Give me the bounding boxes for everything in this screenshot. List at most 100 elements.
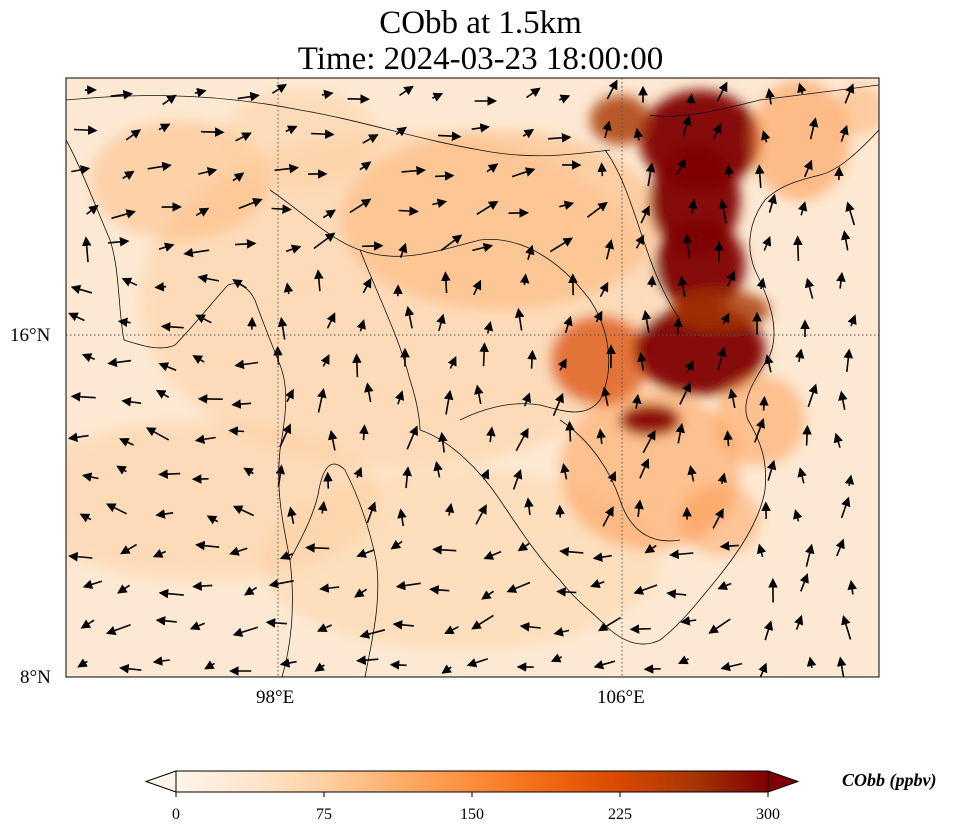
wind-arrow [472, 242, 494, 253]
wind-arrow [804, 277, 815, 299]
wind-arrow [633, 584, 658, 595]
wind-arrow [632, 393, 642, 409]
wind-arrow [797, 82, 807, 95]
wind-arrow [243, 586, 258, 596]
wind-arrow [444, 502, 455, 516]
concentration-patch [680, 485, 760, 555]
wind-arrow [642, 429, 656, 454]
wind-arrow [349, 198, 372, 214]
wind-arrow [763, 620, 774, 641]
wind-arrow [158, 123, 171, 133]
wind-arrow [556, 587, 577, 597]
wind-arrow [474, 384, 484, 405]
wind-arrow [429, 585, 450, 595]
wind-arrow [717, 581, 732, 590]
wind-arrow [390, 540, 403, 550]
wind-arrow [406, 425, 419, 450]
wind-arrow [395, 126, 408, 137]
wind-arrow [353, 466, 363, 478]
wind-arrow [799, 573, 809, 592]
wind-arrow [767, 193, 777, 213]
wind-arrow [397, 508, 407, 527]
wind-arrow [107, 357, 132, 368]
colorbar-tick-0: 0 [172, 806, 180, 823]
wind-arrow [558, 94, 571, 104]
wind-arrow [121, 277, 138, 287]
wind-arrow [404, 306, 415, 329]
wind-arrow [326, 312, 336, 329]
wind-arrow [673, 317, 683, 336]
wind-arrow [68, 551, 93, 562]
wind-arrow [120, 543, 138, 555]
wind-arrow [844, 83, 855, 104]
wind-arrow [557, 358, 567, 371]
wind-arrow [607, 470, 617, 482]
wind-arrow [483, 550, 502, 560]
wind-arrow [637, 351, 647, 371]
wind-arrow [81, 472, 99, 482]
wind-arrow [155, 509, 174, 519]
wind-arrow [836, 656, 847, 677]
wind-arrow [204, 660, 215, 670]
wind-arrow [200, 127, 225, 137]
wind-arrow [602, 506, 614, 527]
wind-arrow [471, 614, 494, 630]
wind-arrow [283, 282, 294, 295]
lon-tick-106e: 106°E [597, 687, 645, 708]
wind-arrow [511, 167, 536, 178]
wind-arrow [447, 356, 457, 369]
wind-arrow [359, 424, 369, 441]
wind-arrow [590, 579, 605, 589]
wind-arrow [644, 544, 657, 554]
wind-arrow [105, 623, 131, 636]
wind-arrow [682, 115, 692, 138]
wind-arrow [68, 312, 85, 322]
wind-arrow [807, 383, 818, 408]
wind-arrow [277, 316, 288, 340]
wind-arrow [235, 132, 252, 142]
wind-arrow [559, 200, 575, 210]
wind-arrow [195, 314, 212, 324]
wind-arrow [237, 91, 260, 102]
wind-arrow [117, 584, 131, 594]
wind-arrow [155, 389, 170, 399]
wind-arrow [794, 348, 805, 363]
wind-arrow [398, 242, 408, 258]
wind-arrow [805, 543, 815, 567]
wind-arrow [197, 273, 220, 284]
wind-arrow [394, 390, 405, 405]
map-title: CObb at 1.5km [379, 5, 582, 41]
wind-arrow [431, 92, 444, 102]
concentration-patch [220, 90, 380, 190]
wind-arrow [635, 234, 645, 249]
wind-arrow [718, 199, 728, 224]
wind-arrow [840, 496, 851, 519]
concentration-patch [550, 315, 650, 405]
wind-arrow [519, 273, 530, 286]
wind-arrow [183, 247, 210, 258]
wind-arrow [639, 458, 650, 479]
wind-arrow [838, 390, 848, 410]
wind-arrow [677, 275, 688, 298]
wind-arrow [761, 130, 771, 143]
wind-arrow [592, 552, 612, 562]
lat-tick-16n: 16°N [10, 325, 51, 346]
graticule [66, 78, 879, 677]
wind-arrow [716, 81, 728, 102]
wind-arrow [646, 275, 657, 288]
wind-arrow [475, 504, 487, 525]
wind-arrow [399, 85, 414, 97]
wind-arrow [238, 198, 263, 210]
wind-arrow [158, 469, 181, 479]
wind-arrow [471, 123, 490, 133]
wind-arrow [145, 427, 170, 441]
lat-tick-8n: 8°N [20, 667, 51, 688]
wind-arrow [593, 660, 616, 670]
wind-arrow [314, 662, 326, 672]
wind-arrow [597, 162, 607, 177]
wind-arrow [232, 505, 255, 517]
wind-arrow [712, 123, 722, 140]
wind-arrow [389, 660, 407, 670]
wind-arrow [189, 621, 205, 631]
wind-arrow [111, 209, 137, 220]
